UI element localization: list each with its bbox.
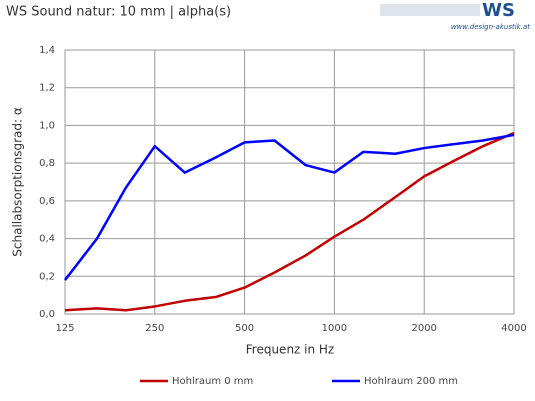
x-tick-label: 4000 (501, 323, 526, 334)
y-tick-label: 0,2 (39, 271, 55, 282)
x-tick-label: 250 (145, 323, 164, 334)
plot-border (64, 49, 515, 315)
x-tick-label: 2000 (411, 323, 436, 334)
y-tick-label: 0,4 (39, 234, 55, 245)
y-tick-label: 0,6 (39, 196, 55, 207)
y-tick-label: 0,8 (39, 158, 55, 169)
x-tick-label: 1000 (322, 323, 347, 334)
logo-url: www.design-akustik.at (451, 23, 530, 31)
x-tick-label: 125 (55, 323, 74, 334)
logo-bar (380, 4, 480, 16)
logo-brand: WS (482, 0, 515, 21)
y-axis-label: Schallabsorptionsgrad: α (11, 107, 25, 257)
legend-label: Hohlraum 200 mm (364, 376, 458, 387)
y-tick-label: 1,2 (39, 83, 55, 94)
x-axis-label: Frequenz in Hz (246, 343, 334, 357)
x-tick-label: 500 (235, 323, 254, 334)
y-tick-label: 1,0 (39, 120, 55, 131)
legend-label: Hohlraum 0 mm (172, 376, 253, 387)
series-line (64, 131, 515, 312)
chart-title: WS Sound natur: 10 mm | alpha(s) (6, 5, 231, 20)
series-line (64, 133, 515, 281)
y-tick-label: 0,0 (39, 309, 55, 320)
y-tick-label: 1,4 (39, 45, 55, 56)
